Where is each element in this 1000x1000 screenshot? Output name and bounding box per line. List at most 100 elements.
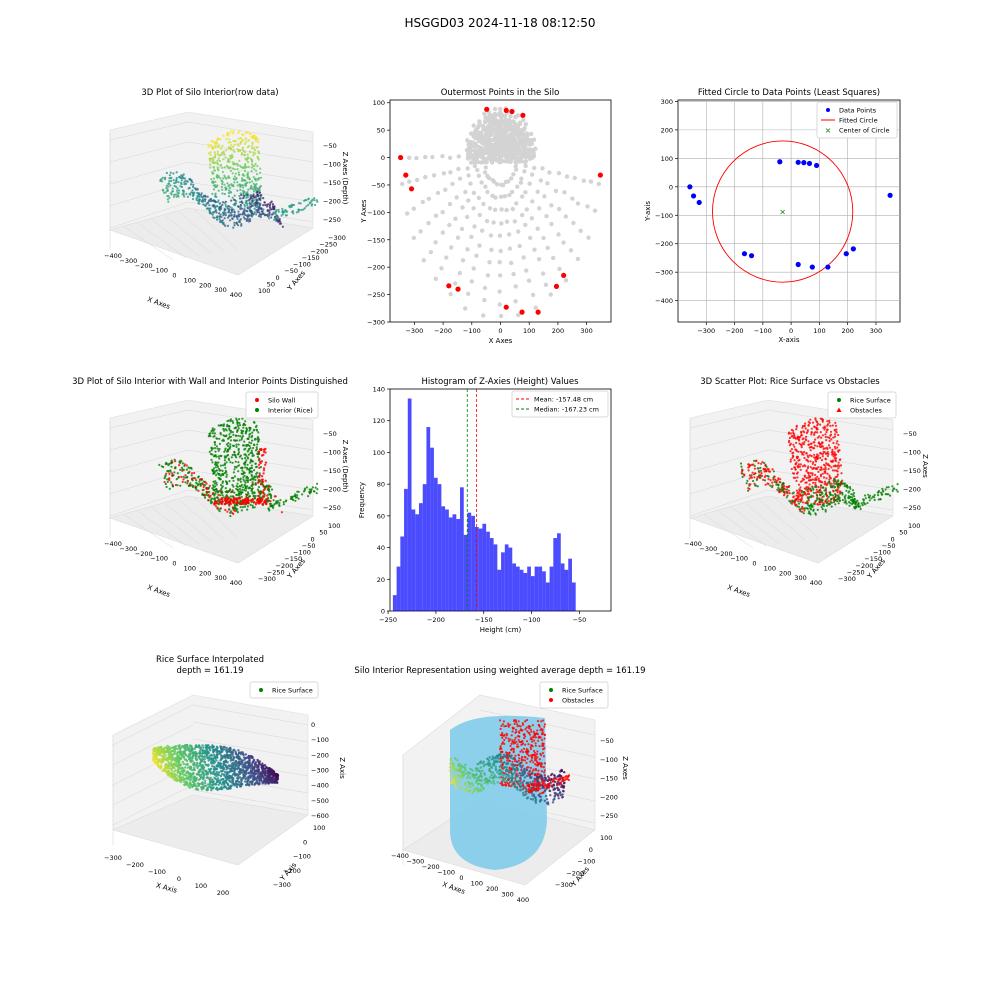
wall3d-gridline (109, 449, 189, 473)
wall3d-interior-point (237, 418, 241, 421)
ricevsobs-point (753, 459, 756, 462)
ricevsobs-point (796, 498, 800, 501)
raw3d-point (249, 203, 253, 206)
wall3d-interior-point (254, 425, 257, 429)
ricevsobs-obstacle-point (802, 453, 805, 456)
wall3d-point (207, 493, 210, 497)
wall3d-interior-point (231, 453, 234, 457)
wall3d-point (211, 497, 215, 500)
raw3d-point (247, 165, 250, 168)
ricevsobs-obstacle-point (822, 450, 825, 453)
wall3d-interior-point (284, 500, 287, 503)
wall3d-interior-point (290, 496, 293, 499)
wall3d-interior-point (297, 490, 300, 493)
wall3d-interior-point (278, 504, 281, 508)
outer-grey-point (529, 216, 535, 221)
raw3d-point (215, 211, 218, 214)
ricevsobs-point (750, 474, 753, 477)
ricevsobs-obstacle-point (816, 420, 819, 423)
wall3d-point (218, 510, 221, 513)
wall3d-interior-point (220, 483, 223, 487)
ricevsobs-obstacle-point (789, 458, 792, 461)
raw3d-point (246, 196, 249, 199)
outer-grey-point (421, 258, 426, 263)
wall3d-interior-point (251, 439, 254, 442)
ricevsobs-point (763, 479, 767, 482)
wall3d-point (186, 482, 189, 485)
ricevsobs-obstacle-point (802, 430, 805, 433)
ricevsobs-point (787, 489, 791, 492)
ricevsobs-obstacle-point (792, 443, 795, 446)
raw3d-point (252, 154, 255, 157)
raw3d-point (180, 177, 183, 180)
ricevsobs-obstacle-point (819, 423, 822, 426)
outer-grey-point (450, 181, 455, 187)
ricevsobs-x-tick-label: 300 (794, 574, 806, 582)
outer-ytick-label: 0 (381, 154, 385, 162)
wall3d-interior-point (213, 428, 216, 431)
ricevsobs-obstacle-point (789, 432, 793, 435)
outer-ytick-label: −100 (367, 209, 385, 217)
raw3d-point (170, 193, 173, 196)
outer-grey-point (497, 289, 502, 294)
raw3d-point (237, 150, 240, 153)
raw3d-point (243, 142, 246, 145)
wall3d-point (179, 468, 182, 471)
wall3d-interior-point (235, 419, 238, 422)
wall3d-interior-point (229, 439, 233, 442)
wall3d-interior-point (212, 484, 215, 487)
hist-ytick-label: 100 (373, 449, 385, 457)
ricevsobs-point (760, 462, 763, 465)
raw3d-point (241, 207, 244, 210)
outer-grey-point (499, 117, 504, 122)
raw3d-point (256, 165, 259, 168)
outer-grey-point (561, 240, 566, 245)
wall3d-point (243, 505, 247, 508)
ricevsobs-obstacle-point (820, 436, 823, 439)
ricevsobs-obstacle-point (804, 427, 807, 430)
ricevsobs-point (751, 471, 754, 474)
outer-grey-point (513, 164, 518, 169)
wall3d-point (274, 495, 277, 498)
wall3d-point (226, 495, 229, 498)
raw3d-point (240, 140, 243, 143)
hist-ytick-label: 120 (373, 417, 385, 425)
outer-grey-point (520, 212, 525, 218)
raw3d-point (246, 173, 249, 176)
raw3d-point (250, 212, 253, 215)
circle-data-point (850, 246, 856, 252)
wall3d-point (267, 486, 270, 489)
hist-bar (519, 569, 524, 611)
ricevsobs-point (741, 469, 744, 472)
wall3d-gridline (123, 514, 174, 549)
wall3d-point (160, 465, 163, 468)
wall3d-interior-point (224, 480, 227, 483)
ricevsobs-rice-point (851, 503, 854, 506)
wall3d-point (184, 481, 187, 484)
wall3d-interior-point (254, 462, 257, 465)
wall3d-point (237, 492, 240, 495)
ricevsobs-point (823, 489, 826, 492)
hist-bar (516, 566, 520, 611)
circle-xtick-label: 200 (841, 327, 853, 335)
interp-z-tick-label: −200 (311, 751, 329, 759)
outer-grey-point (536, 257, 542, 262)
wall3d-interior-point (213, 482, 216, 485)
interp-surface-point (223, 770, 227, 774)
raw3d-point (175, 178, 178, 181)
raw3d-point (281, 207, 284, 210)
wall3d-point (205, 493, 208, 496)
outer-grey-point (479, 180, 484, 185)
raw3d-point (252, 147, 255, 150)
ricevsobs-obstacle-point (808, 476, 812, 479)
raw3d-point (255, 173, 259, 176)
ricevsobs-rice-point (868, 496, 871, 499)
ricevsobs-obstacle-point (820, 481, 823, 484)
wall3d-point (165, 462, 169, 466)
ricevsobs-point (759, 466, 762, 469)
wall3d-point (254, 494, 257, 498)
ricevsobs-point (758, 471, 761, 474)
wall3d-wall-point (250, 498, 254, 502)
raw3d-point (257, 140, 260, 144)
raw3d-point (242, 196, 245, 200)
